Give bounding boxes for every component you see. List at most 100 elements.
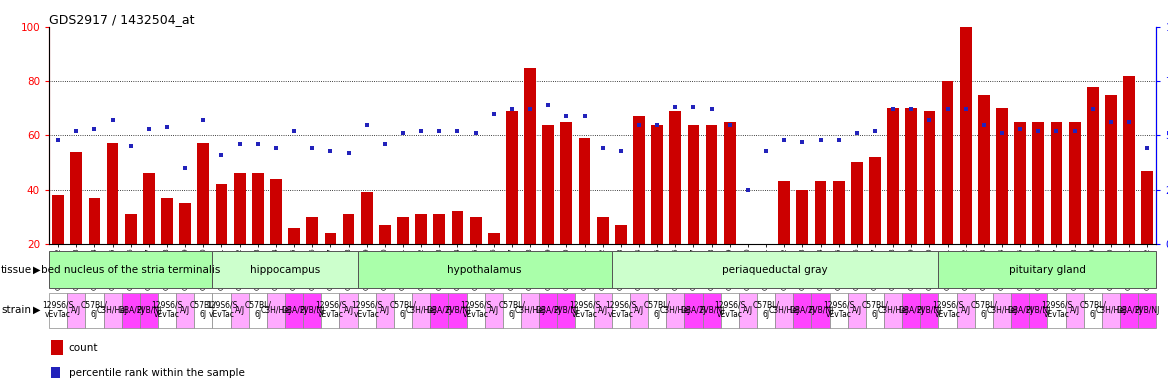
Text: C57BL/
6J: C57BL/ 6J [499,301,526,319]
Bar [960,27,972,244]
Bar [996,108,1008,244]
Bar [557,293,576,328]
Bar [757,293,776,328]
Bar [49,251,213,288]
Bar [361,192,373,244]
Text: pituitary gland: pituitary gland [1009,265,1086,275]
Text: DBA/2J: DBA/2J [535,306,561,314]
Bar [452,211,464,244]
Text: C3H/HeJ: C3H/HeJ [1096,306,1126,314]
Bar [142,173,155,244]
Bar [939,251,1156,288]
Bar [234,173,245,244]
Text: percentile rank within the sample: percentile rank within the sample [69,367,244,377]
Bar [106,144,118,244]
Bar [865,293,884,328]
Bar [597,217,609,244]
Text: strain: strain [1,305,32,315]
Bar [342,214,354,244]
Bar [249,293,266,328]
Bar [724,122,736,244]
Bar [378,225,391,244]
Text: 129S6/S
vEvTac: 129S6/S vEvTac [823,301,854,319]
Bar [51,367,60,378]
Text: DBA/2J: DBA/2J [681,306,707,314]
Text: C3H/HeJ: C3H/HeJ [877,306,909,314]
Bar [194,293,213,328]
Bar [252,173,264,244]
Text: tissue: tissue [1,265,33,275]
Bar [540,293,557,328]
Bar [85,293,104,328]
Bar [1105,95,1117,244]
Bar [957,293,975,328]
Text: A/J: A/J [488,306,499,314]
Text: C57BL/
6J: C57BL/ 6J [389,301,417,319]
Text: A/J: A/J [851,306,862,314]
Text: C57BL/
6J: C57BL/ 6J [244,301,271,319]
Text: periaqueductal gray: periaqueductal gray [722,265,828,275]
Bar [449,293,466,328]
Bar [648,293,666,328]
Text: A/J: A/J [634,306,644,314]
Text: 129S6/S
vEvTac: 129S6/S vEvTac [569,301,600,319]
Text: ▶: ▶ [33,305,40,315]
Text: A/J: A/J [960,306,971,314]
Text: hypothalamus: hypothalamus [447,265,522,275]
Text: 129S6/S
vEvTac: 129S6/S vEvTac [714,301,745,319]
Text: C57BL/
6J: C57BL/ 6J [971,301,997,319]
Bar [702,293,721,328]
Bar [506,111,517,244]
Text: C3H/HeJ: C3H/HeJ [515,306,545,314]
Text: FVB/NJ: FVB/NJ [1026,306,1051,314]
Bar [1033,122,1044,244]
Bar [485,293,503,328]
Bar [197,144,209,244]
Text: DBA/2J: DBA/2J [790,306,815,314]
Bar [793,293,812,328]
Bar [614,225,627,244]
Text: A/J: A/J [598,306,607,314]
Text: 129S6/S
vEvTac: 129S6/S vEvTac [1041,301,1072,319]
Bar [905,108,917,244]
Bar [666,293,684,328]
Bar [1124,76,1135,244]
Text: A/J: A/J [180,306,190,314]
Bar [70,152,82,244]
Bar [230,293,249,328]
Bar [851,162,863,244]
Bar [902,293,920,328]
Text: C3H/HeJ: C3H/HeJ [260,306,292,314]
Bar [285,293,304,328]
Bar [993,293,1011,328]
Bar [306,217,318,244]
Bar [1014,122,1026,244]
Text: count: count [69,343,98,353]
Bar [1101,293,1120,328]
Text: FVB/NJ: FVB/NJ [698,306,724,314]
Text: A/J: A/J [1070,306,1079,314]
Bar [357,251,612,288]
Bar [705,124,717,244]
Bar [924,111,936,244]
Bar [561,122,572,244]
Bar [270,179,281,244]
Bar [89,198,100,244]
Text: C3H/HeJ: C3H/HeJ [97,306,128,314]
Text: 129S6/S
vEvTac: 129S6/S vEvTac [314,301,346,319]
Bar [521,293,540,328]
Bar [684,293,702,328]
Text: A/J: A/J [235,306,245,314]
Bar [576,293,593,328]
Text: C57BL/
6J: C57BL/ 6J [862,301,889,319]
Bar [612,251,939,288]
Bar [833,182,844,244]
Bar [1084,293,1101,328]
Bar [158,293,176,328]
Text: A/J: A/J [343,306,354,314]
Bar [812,293,829,328]
Text: bed nucleus of the stria terminalis: bed nucleus of the stria terminalis [41,265,221,275]
Bar [140,293,158,328]
Text: DBA/2J: DBA/2J [281,306,307,314]
Bar [814,182,827,244]
